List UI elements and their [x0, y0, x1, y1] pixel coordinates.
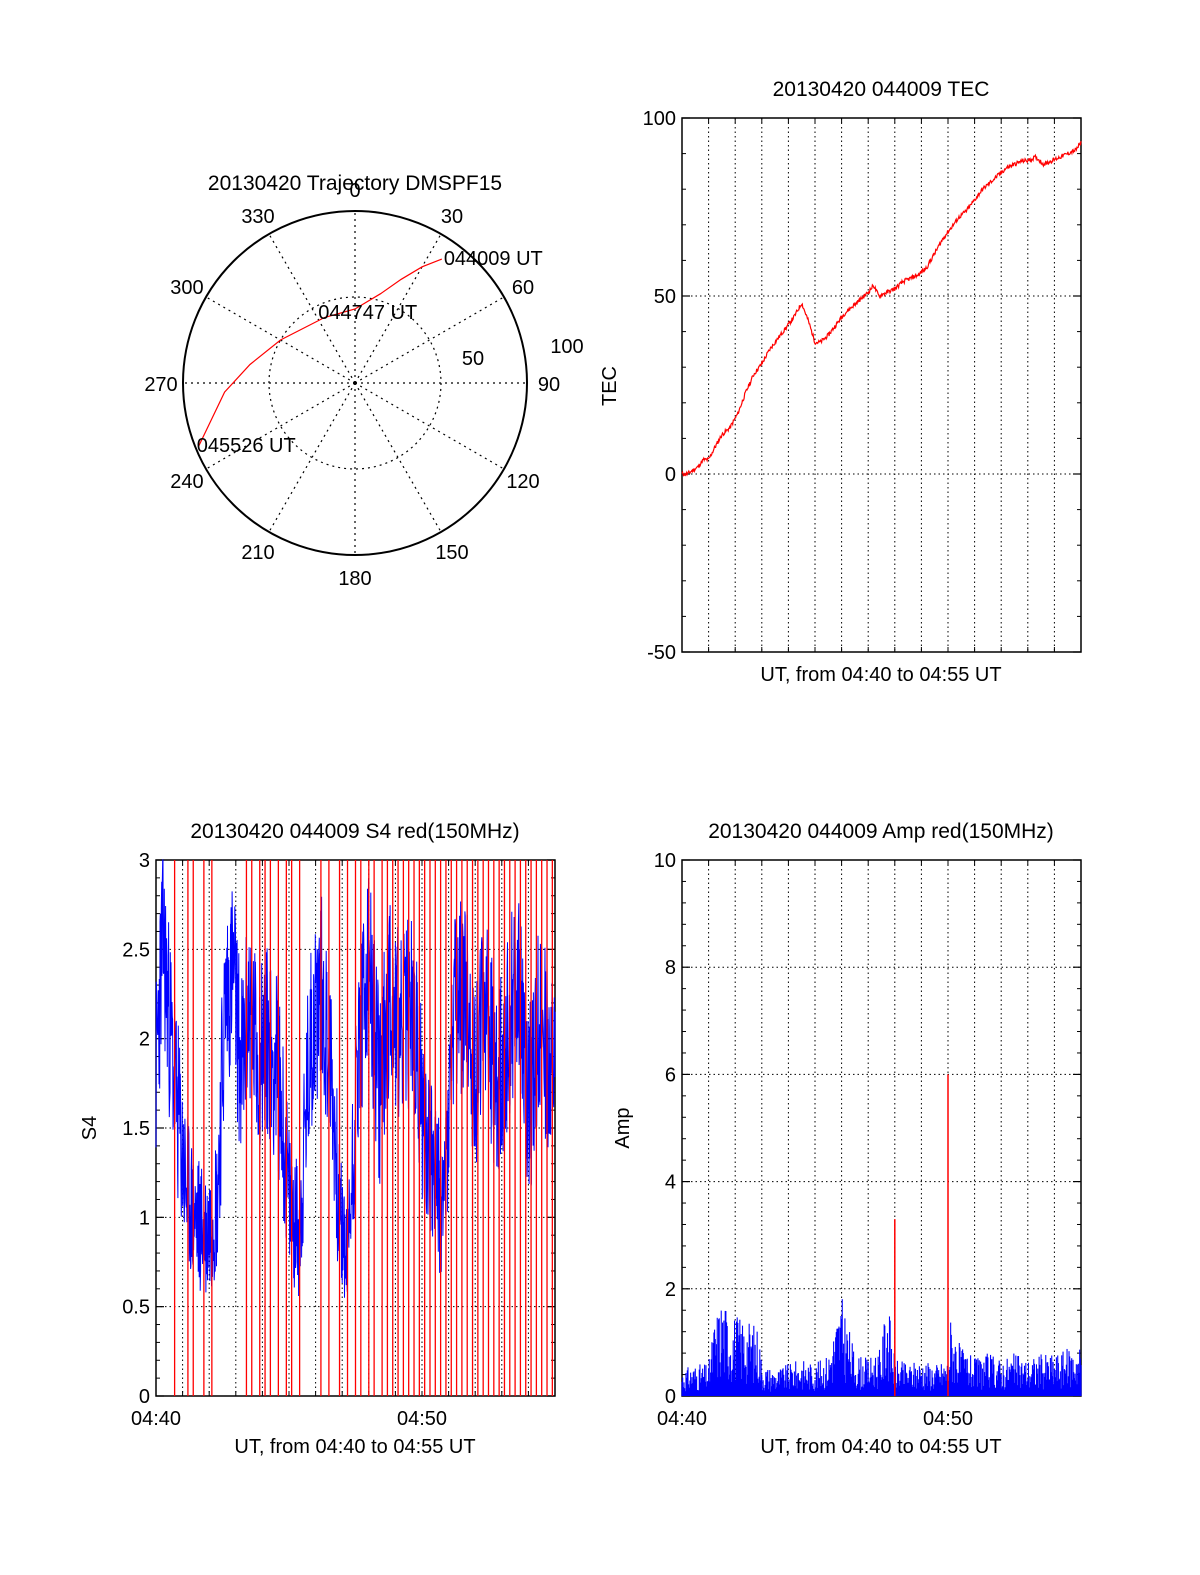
trajectory-time-label: 044009 UT [444, 248, 543, 270]
x-tick-label: 04:40 [657, 1408, 707, 1430]
polar-spoke [354, 296, 505, 384]
trajectory-polar-plot: 20130420 Trajectory DMSPF15 0 30 60 90 120 15… [144, 172, 583, 590]
polar-angle-labels: 0 30 60 90 120 150 180 210 240 270 300 330 50 100 [144, 180, 583, 590]
s4-xlabel: UT, from 04:40 to 04:55 UT [234, 1436, 475, 1458]
polar-spoke [205, 382, 356, 470]
s4-plot-area: 0 0.5 1 1.5 2 2.5 3 04:40 04:50 [122, 850, 556, 1430]
y-tick-label: 2 [665, 1279, 676, 1301]
y-tick-label: 2.5 [122, 939, 150, 961]
y-tick-label: -50 [647, 642, 676, 664]
polar-radial-label: 100 [550, 336, 583, 358]
y-tick-label: 0 [665, 1386, 676, 1408]
y-tick-label: 6 [665, 1064, 676, 1086]
polar-angle-label: 300 [170, 277, 203, 299]
s4-ylabel: S4 [79, 1116, 101, 1140]
tec-plot-area: -50 0 50 100 [643, 108, 1082, 664]
series-line [681, 141, 1082, 477]
polar-angle-label: 150 [435, 542, 468, 564]
trajectory-track: 044009 UT 044747 UT 045526 UT [197, 248, 543, 457]
polar-angle-label: 30 [441, 206, 463, 228]
polar-spoke [354, 233, 442, 384]
trajectory-title: 20130420 Trajectory DMSPF15 [208, 172, 502, 195]
polar-angle-label: 330 [241, 206, 274, 228]
y-tick-label: 4 [665, 1172, 676, 1194]
amp-ylabel: Amp [612, 1107, 634, 1148]
amp-plot-area: 0 2 4 6 8 10 04:40 04:50 [654, 850, 1082, 1430]
polar-angle-label: 60 [512, 277, 534, 299]
y-tick-label: 3 [139, 850, 150, 872]
y-tick-label: 0 [139, 1386, 150, 1408]
tec-ylabel: TEC [599, 366, 621, 406]
x-tick-label: 04:40 [131, 1408, 181, 1430]
polar-radial-label: 50 [462, 348, 484, 370]
polar-spoke [354, 382, 505, 470]
y-tick-label: 1.5 [122, 1118, 150, 1140]
s4-title: 20130420 044009 S4 red(150MHz) [190, 820, 519, 843]
x-tick-label: 04:50 [397, 1408, 447, 1430]
y-tick-label: 0.5 [122, 1297, 150, 1319]
polar-angle-label: 240 [170, 471, 203, 493]
tec-panel: 20130420 044009 TEC UT, from 04:40 to 04… [599, 78, 1082, 686]
trajectory-time-label: 044747 UT [318, 302, 417, 324]
s4-panel: 20130420 044009 S4 red(150MHz) UT, from … [79, 820, 556, 1458]
polar-spoke [354, 382, 442, 533]
tec-title: 20130420 044009 TEC [773, 78, 990, 101]
tec-xlabel: UT, from 04:40 to 04:55 UT [760, 664, 1001, 686]
y-tick-label: 1 [139, 1207, 150, 1229]
y-tick-label: 100 [643, 108, 676, 130]
polar-angle-label: 90 [538, 374, 560, 396]
y-tick-label: 0 [665, 464, 676, 486]
y-tick-label: 50 [654, 286, 676, 308]
trajectory-time-label: 045526 UT [197, 435, 296, 457]
amp-title: 20130420 044009 Amp red(150MHz) [708, 820, 1054, 843]
polar-angle-label: 270 [144, 374, 177, 396]
trajectory-line [198, 258, 443, 447]
y-tick-label: 8 [665, 957, 676, 979]
polar-spoke [268, 233, 356, 384]
polar-spoke [268, 382, 356, 533]
polar-angle-label: 0 [349, 180, 360, 202]
polar-angle-label: 120 [506, 471, 539, 493]
amp-xlabel: UT, from 04:40 to 04:55 UT [760, 1436, 1001, 1458]
polar-angle-label: 180 [338, 568, 371, 590]
polar-angle-label: 210 [241, 542, 274, 564]
polar-grid [182, 210, 528, 556]
y-tick-label: 2 [139, 1029, 150, 1051]
plot-frame [681, 117, 1082, 653]
x-tick-label: 04:50 [923, 1408, 973, 1430]
y-tick-label: 10 [654, 850, 676, 872]
amp-panel: 20130420 044009 Amp red(150MHz) UT, from… [612, 820, 1082, 1458]
polar-outer-ring [182, 210, 528, 556]
